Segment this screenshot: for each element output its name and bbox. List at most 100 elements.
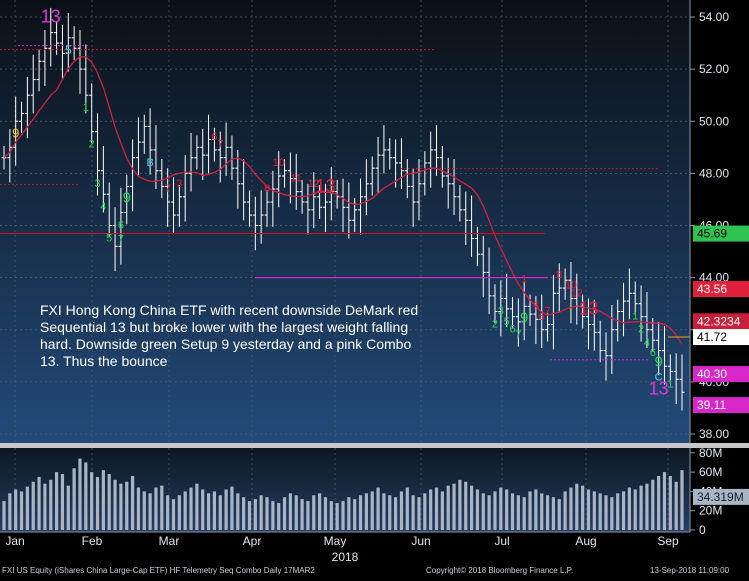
countdown-label: 10 [565, 279, 577, 291]
price-bars [1, 7, 685, 411]
volume-bar [604, 495, 608, 530]
volume-bar [452, 483, 456, 530]
footer-timestamp: 13-Sep-2018 11:09:00 [650, 566, 730, 575]
year-label: 2018 [332, 550, 359, 564]
time-axis: Jan Feb Mar Apr May Jun Jul Aug Sep 2018 [0, 531, 690, 564]
ohlc-bar [200, 129, 206, 180]
volume-bar [288, 493, 292, 530]
ohlc-bar [404, 159, 410, 199]
countdown-label: 2 [492, 319, 498, 331]
ohlc-bar [585, 298, 591, 350]
ohlc-bar [112, 207, 118, 272]
volume-bar [212, 491, 217, 530]
volume-bar [312, 495, 316, 530]
countdown-label: 11 [291, 173, 302, 185]
volume-bar [136, 487, 141, 530]
price-tag: 43.56 [693, 281, 749, 298]
countdown-label: 5 [65, 43, 72, 57]
volume-bar [370, 491, 374, 530]
volume-bar [130, 475, 135, 530]
volume-bar [522, 497, 526, 530]
volume-bar [534, 489, 538, 530]
ohlc-bar [118, 187, 124, 265]
ohlc-bar [42, 30, 48, 87]
volume-bar [19, 491, 24, 530]
countdown-label: 9 [123, 189, 131, 206]
volume-bar [592, 491, 596, 530]
price-tag-box [693, 329, 749, 346]
ohlc-bar [673, 353, 679, 405]
volume-bar [598, 493, 602, 530]
volume-bar [37, 476, 41, 530]
ohlc-bar [293, 153, 299, 210]
volume-tick-label: 20M [699, 504, 722, 518]
ohlc-bar [457, 185, 463, 222]
ohlc-bar [638, 285, 644, 342]
ohlc-bar [153, 125, 159, 190]
countdown-label: 6 [539, 311, 545, 323]
ohlc-bar [591, 299, 597, 351]
volume-bar [364, 493, 368, 530]
volume-bar [528, 491, 532, 530]
volume-bar [575, 483, 579, 530]
volume-bar [358, 495, 363, 530]
price-tag-box [693, 313, 749, 330]
volume-bar [189, 487, 193, 530]
ohlc-bar [106, 182, 112, 238]
volume-last-tag-label: 34.319M [697, 490, 744, 504]
volume-bar [382, 493, 386, 530]
countdown-label: 6 [650, 347, 656, 359]
price-tag-box [693, 366, 749, 383]
ohlc-bar [562, 268, 568, 300]
price-tick-label: 50.00 [699, 114, 729, 128]
price-tag: 45.69 [693, 225, 749, 242]
volume-bar [540, 493, 544, 530]
countdown-label: 6 [118, 219, 124, 231]
ohlc-bar [568, 261, 574, 324]
ohlc-bar [100, 146, 106, 213]
volume-bar [388, 495, 392, 530]
countdown-label: 9 [12, 125, 19, 140]
countdown-label: B [146, 157, 153, 169]
volume-bar [119, 483, 123, 530]
countdown-label: 3 [94, 178, 100, 190]
ohlc-bar [311, 172, 317, 229]
ohlc-bar [282, 159, 288, 188]
ohlc-bar [463, 191, 469, 246]
countdown-label: 7 [217, 139, 223, 151]
countdown-label: 8 [556, 269, 562, 281]
volume-tick-label: 0 [699, 523, 706, 537]
countdown-label: 1 [83, 102, 89, 114]
volume-bar [639, 485, 643, 530]
volume-bar [621, 491, 626, 530]
ohlc-bar [264, 190, 270, 227]
ohlc-bar [95, 113, 101, 196]
ohlc-bar [393, 139, 399, 188]
ohlc-bar [632, 281, 638, 316]
volume-bar [242, 497, 246, 530]
ohlc-bar [59, 24, 65, 79]
volume-bar [657, 475, 661, 530]
volume-bar [282, 497, 287, 530]
volume-bar [300, 499, 304, 530]
ohlc-bar [381, 125, 387, 174]
ohlc-bar [276, 151, 282, 208]
ohlc-bar [83, 44, 89, 114]
price-tag-box [693, 397, 749, 414]
volume-bar [253, 499, 257, 530]
ohlc-bar [416, 159, 422, 221]
countdown-label: 13 [578, 299, 598, 319]
countdown-label: 12 [571, 287, 583, 299]
ohlc-bar [130, 139, 136, 212]
panel-divider [0, 443, 749, 448]
countdown-label: 1 [521, 273, 527, 285]
volume-bar [464, 481, 468, 530]
countdown-label: 4 [100, 201, 106, 213]
volume-bar [674, 481, 678, 530]
month-label: Mar [159, 534, 180, 548]
ohlc-bar [521, 281, 527, 341]
volume-bar [78, 458, 82, 530]
volume-bar [335, 502, 339, 530]
ohlc-bar [270, 170, 276, 227]
